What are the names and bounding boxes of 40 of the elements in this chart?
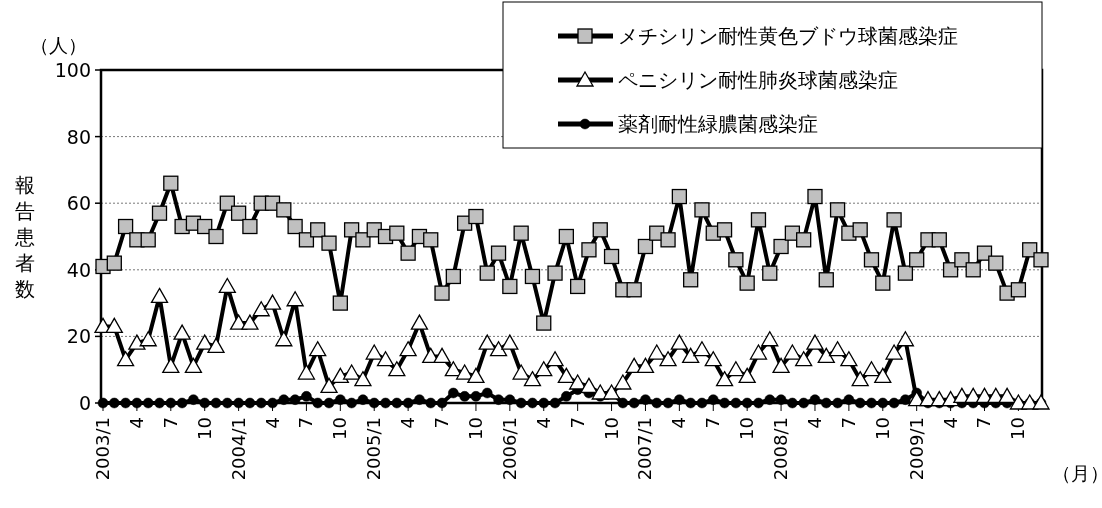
x-tick-label: 4 xyxy=(532,417,554,429)
legend-label: ペニシリン耐性肺炎球菌感染症 xyxy=(618,68,898,92)
x-tick-label: 7 xyxy=(837,417,859,429)
x-tick-label: 2003/1 xyxy=(92,417,113,481)
x-tick-label: 4 xyxy=(125,417,147,429)
x-tick-label: 4 xyxy=(803,417,825,429)
y-tick-label: 20 xyxy=(66,325,91,348)
x-tick-label: 4 xyxy=(397,417,419,429)
x-tick-label: 10 xyxy=(1007,417,1029,440)
x-tick-label: 10 xyxy=(193,417,215,440)
x-tick-label: 4 xyxy=(668,417,690,429)
legend-label: メチシリン耐性黄色ブドウ球菌感染症 xyxy=(618,24,958,48)
y-tick-label: 40 xyxy=(66,258,91,281)
text: （月） xyxy=(1052,462,1102,484)
x-tick-label: 7 xyxy=(159,417,181,429)
y-tick-label: 0 xyxy=(78,392,91,414)
x-tick-label: 4 xyxy=(939,417,961,429)
x-tick-label: 2005/1 xyxy=(363,417,385,481)
y-tick-label: 80 xyxy=(66,125,91,148)
x-tick-label: 10 xyxy=(600,417,622,440)
x-tick-label: 7 xyxy=(431,417,453,429)
x-tick-label: 2009/1 xyxy=(905,417,927,481)
x-tick-label: 10 xyxy=(329,417,351,440)
x-tick-label: 7 xyxy=(566,417,588,429)
x-tick-label: 4 xyxy=(261,417,283,429)
x-tick-label: 10 xyxy=(464,417,486,440)
y-tick-label: 60 xyxy=(66,192,91,215)
x-tick-label: 7 xyxy=(295,417,317,429)
x-tick-label: 2004/1 xyxy=(227,417,249,481)
y-axis-title: 報告患者数 xyxy=(14,172,35,301)
x-tick-label: 2008/1 xyxy=(770,417,792,481)
y-tick-label: 100 xyxy=(54,59,91,81)
x-tick-label: 2007/1 xyxy=(634,417,656,481)
x-tick-label: 7 xyxy=(973,417,995,429)
legend-label: 薬剤耐性緑膿菌感染症 xyxy=(618,112,818,136)
x-tick-label: 2006/1 xyxy=(498,417,520,481)
text: （人） xyxy=(30,34,87,56)
x-tick-label: 7 xyxy=(702,417,724,429)
x-tick-label: 10 xyxy=(736,417,758,440)
x-tick-label: 10 xyxy=(871,417,893,440)
